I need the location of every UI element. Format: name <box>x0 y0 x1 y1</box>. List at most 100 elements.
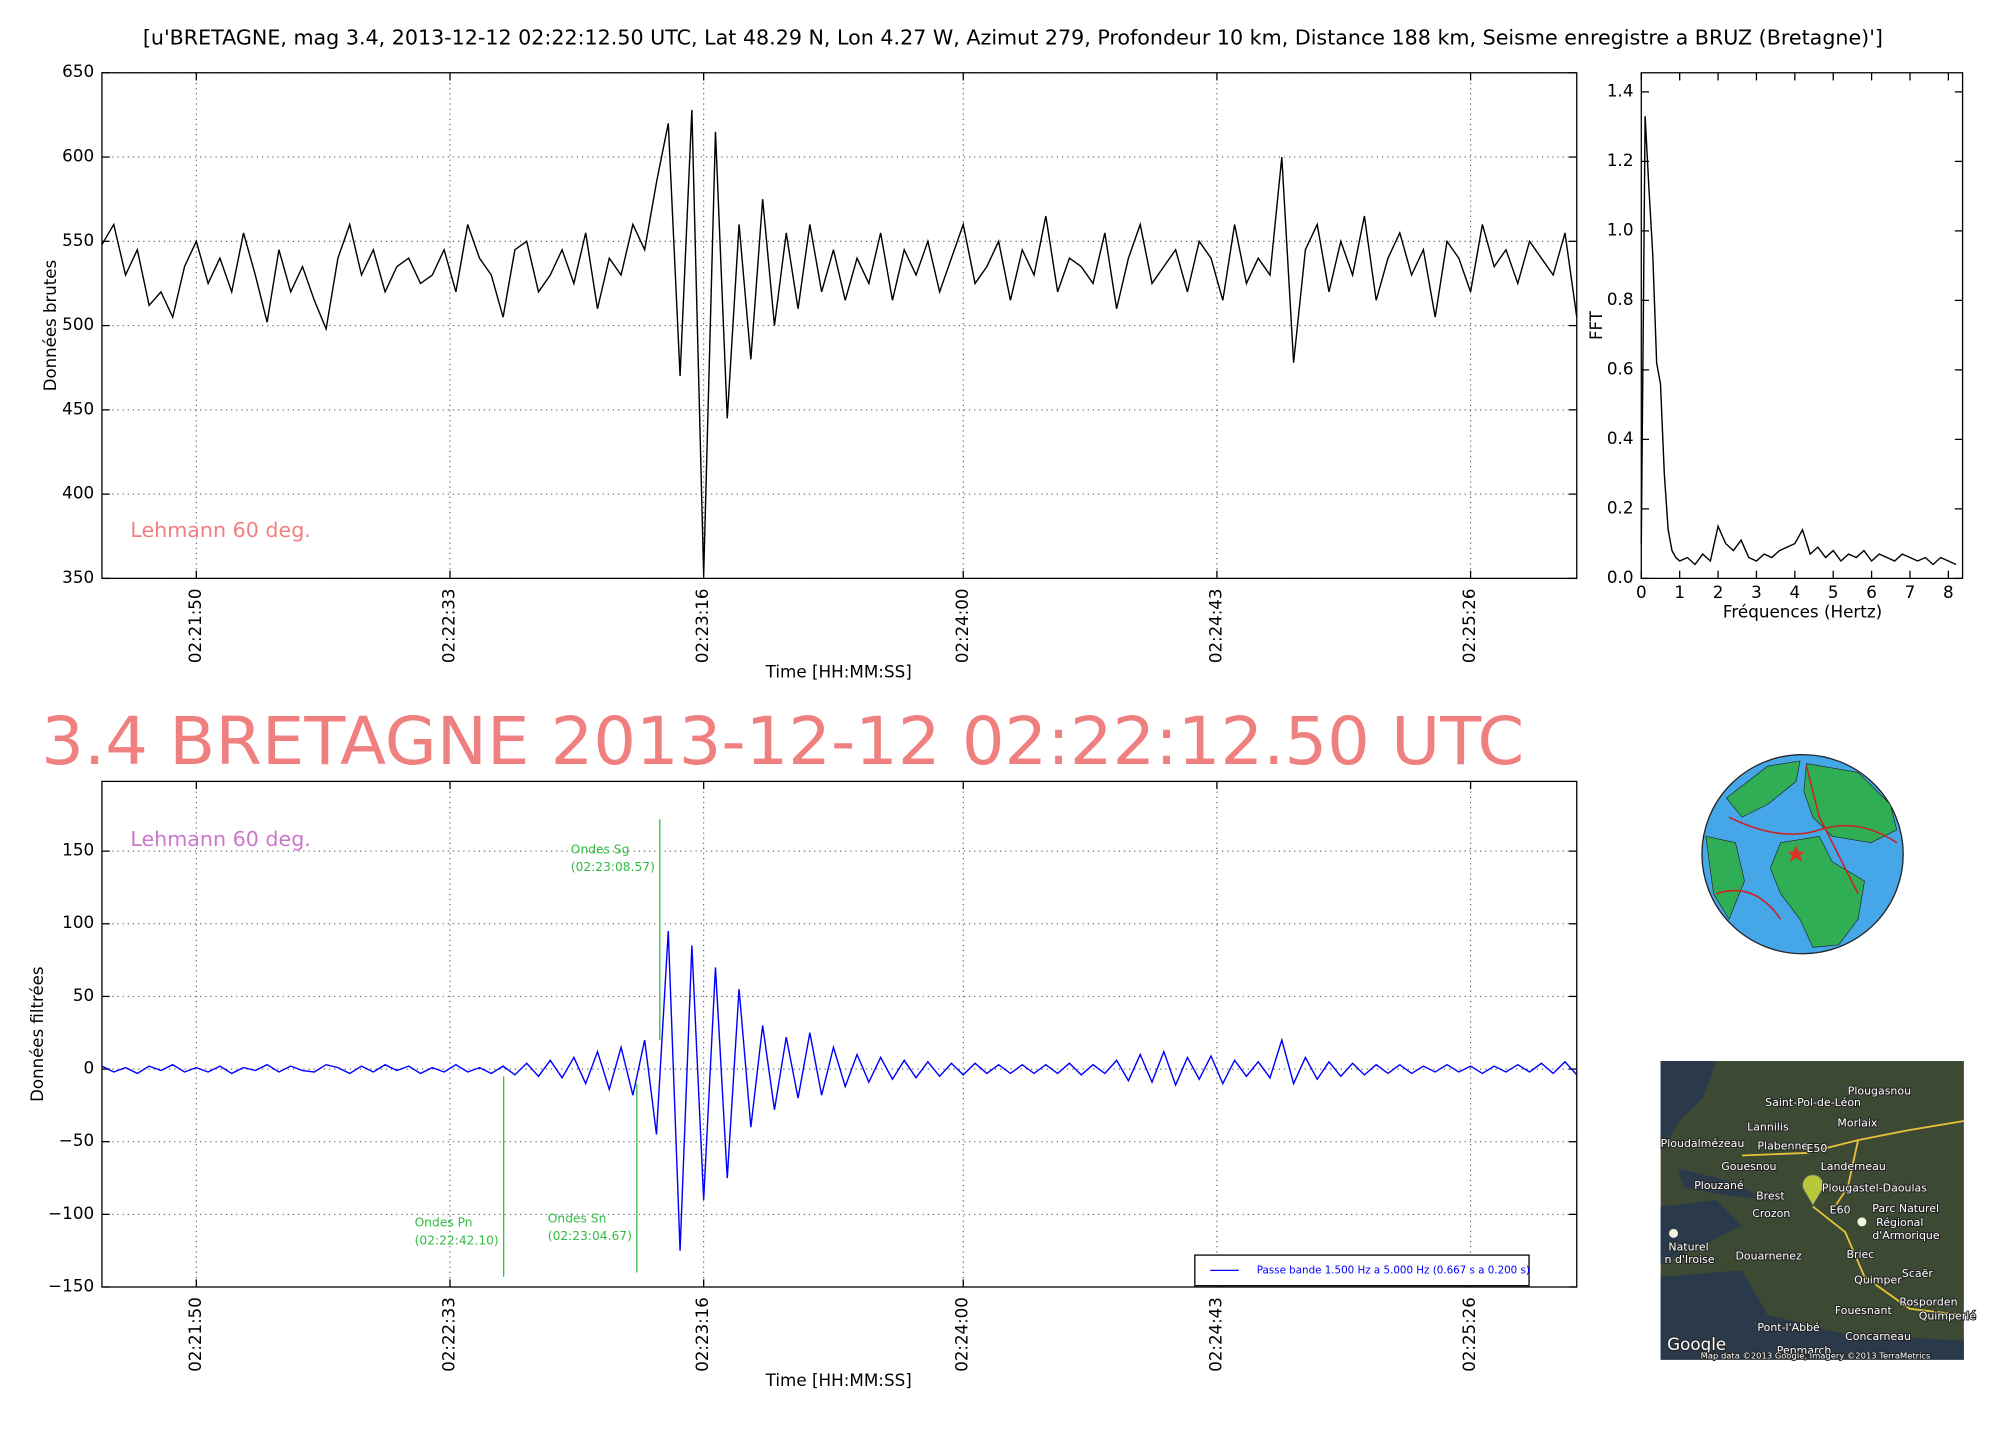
y-axis-label: FFT <box>1587 310 1606 340</box>
x-tick-label: 02:22:33 <box>439 589 458 663</box>
map-label: Quimper <box>1854 1274 1902 1287</box>
pick-time: (02:23:08.57) <box>571 860 655 874</box>
map-label: Fouesnant <box>1835 1304 1893 1317</box>
axes-frame <box>1640 72 1964 580</box>
map-label: Lannilis <box>1747 1120 1789 1133</box>
pick-label: Ondes Sg <box>571 842 630 856</box>
pick-time: (02:23:04.67) <box>548 1229 632 1243</box>
map-label: Pont-l'Abbé <box>1757 1321 1820 1334</box>
pick-label: Ondes Sn <box>548 1211 607 1225</box>
map-label: E50 <box>1806 1142 1827 1155</box>
x-tick-label: 8 <box>1943 583 1954 602</box>
y-tick-label: 1.4 <box>1607 81 1634 100</box>
y-tick-label: 0.2 <box>1607 498 1634 517</box>
x-tick-label: 02:21:50 <box>186 589 205 663</box>
map-label: Ploudalmézeau <box>1661 1137 1745 1150</box>
y-tick-label: 1.0 <box>1607 220 1634 239</box>
series-line <box>101 931 1578 1251</box>
map-label: Gouesnou <box>1721 1160 1776 1173</box>
map-label: Naturel <box>1668 1240 1708 1253</box>
y-tick-label: 150 <box>62 841 94 860</box>
map-label: Morlaix <box>1837 1117 1878 1130</box>
map-label: Saint-Pol-de-Léon <box>1765 1096 1861 1109</box>
map-label: Plougasnou <box>1848 1085 1911 1098</box>
chart-title: 3.4 BRETAGNE 2013-12-12 02:22:12.50 UTC <box>41 702 1524 780</box>
y-tick-label: 550 <box>62 231 94 250</box>
map-label: Crozon <box>1752 1207 1790 1220</box>
legend-box <box>1194 1254 1530 1287</box>
map-label: Plougastel-Daoulas <box>1822 1182 1927 1195</box>
y-tick-label: −150 <box>48 1277 94 1296</box>
x-tick-label: 7 <box>1905 583 1916 602</box>
x-tick-label: 1 <box>1674 583 1685 602</box>
x-tick-label: 5 <box>1828 583 1839 602</box>
map-label: Plouzané <box>1694 1179 1744 1192</box>
chart-title: [u'BRETAGNE, mag 3.4, 2013-12-12 02:22:1… <box>143 25 1883 49</box>
map-label: Plabennec <box>1757 1140 1814 1153</box>
x-axis-label: Fréquences (Hertz) <box>1723 602 1882 621</box>
map-label: E60 <box>1830 1203 1851 1216</box>
map-label: Parc Naturel <box>1872 1202 1939 1215</box>
x-tick-label: 4 <box>1790 583 1801 602</box>
y-tick-label: 600 <box>62 147 94 166</box>
annotation: Lehmann 60 deg. <box>130 518 311 542</box>
annotation: Lehmann 60 deg. <box>130 827 311 851</box>
y-tick-label: 400 <box>62 484 94 503</box>
map-label: Concarneau <box>1845 1330 1911 1343</box>
pick-label: Ondes Pn <box>415 1216 473 1230</box>
y-tick-label: 0 <box>84 1059 95 1078</box>
x-tick-label: 02:24:43 <box>1206 589 1225 663</box>
y-tick-label: 100 <box>62 913 94 932</box>
x-tick-label: 02:23:16 <box>693 1297 712 1371</box>
axes-frame <box>101 72 1578 580</box>
x-axis-label: Time [HH:MM:SS] <box>765 662 912 681</box>
y-tick-label: 0.6 <box>1607 359 1634 378</box>
y-tick-label: 0.0 <box>1607 568 1634 587</box>
x-tick-label: 2 <box>1713 583 1724 602</box>
data-line <box>101 109 1578 576</box>
y-axis-label: Données filtrées <box>28 967 47 1102</box>
x-tick-label: 02:25:26 <box>1460 1297 1479 1371</box>
x-tick-label: 02:25:26 <box>1460 589 1479 663</box>
map-logo: Google <box>1667 1335 1726 1354</box>
globe <box>1701 753 1904 955</box>
y-tick-label: 0.4 <box>1607 429 1634 448</box>
y-tick-label: 500 <box>62 315 94 334</box>
y-tick-label: 450 <box>62 399 94 418</box>
pick-time: (02:22:42.10) <box>415 1234 499 1248</box>
map-label: Douarnenez <box>1735 1249 1802 1262</box>
axes-frame <box>101 780 1578 1288</box>
y-tick-label: 350 <box>62 568 94 587</box>
map-label: Landerneau <box>1821 1160 1886 1173</box>
map-label: Brest <box>1756 1189 1785 1202</box>
y-tick-label: −50 <box>59 1131 94 1150</box>
map-label: Briec <box>1846 1248 1874 1261</box>
y-axis-label: Données brutes <box>41 260 60 391</box>
x-tick-label: 02:23:16 <box>693 589 712 663</box>
x-axis-label: Time [HH:MM:SS] <box>765 1371 912 1390</box>
y-tick-label: 650 <box>62 62 94 81</box>
map-label: n d'Iroise <box>1665 1253 1715 1266</box>
x-tick-label: 02:22:33 <box>439 1297 458 1371</box>
y-tick-label: 50 <box>73 986 94 1005</box>
y-tick-label: −100 <box>48 1204 94 1223</box>
x-tick-label: 3 <box>1751 583 1762 602</box>
map-label: d'Armorique <box>1872 1229 1940 1242</box>
y-tick-label: 0.8 <box>1607 290 1634 309</box>
x-tick-label: 0 <box>1636 583 1647 602</box>
data-line <box>1640 116 1957 566</box>
map-label: Rosporden <box>1899 1295 1957 1308</box>
map-label: Quimperlé <box>1919 1309 1977 1322</box>
map-label: Scaër <box>1902 1267 1933 1280</box>
map-label: Régional <box>1876 1216 1923 1229</box>
map-attribution: Map data ©2013 Google, Imagery ©2013 Ter… <box>1701 1350 1931 1360</box>
map-label: Penmarch <box>1777 1344 1832 1357</box>
legend-label: Passe bande 1.500 Hz a 5.000 Hz (0.667 s… <box>1257 1264 1530 1276</box>
x-tick-label: 02:21:50 <box>186 1297 205 1371</box>
y-tick-label: 1.2 <box>1607 151 1634 170</box>
x-tick-label: 02:24:00 <box>953 589 972 663</box>
x-tick-label: 02:24:43 <box>1206 1297 1225 1371</box>
x-tick-label: 6 <box>1866 583 1877 602</box>
